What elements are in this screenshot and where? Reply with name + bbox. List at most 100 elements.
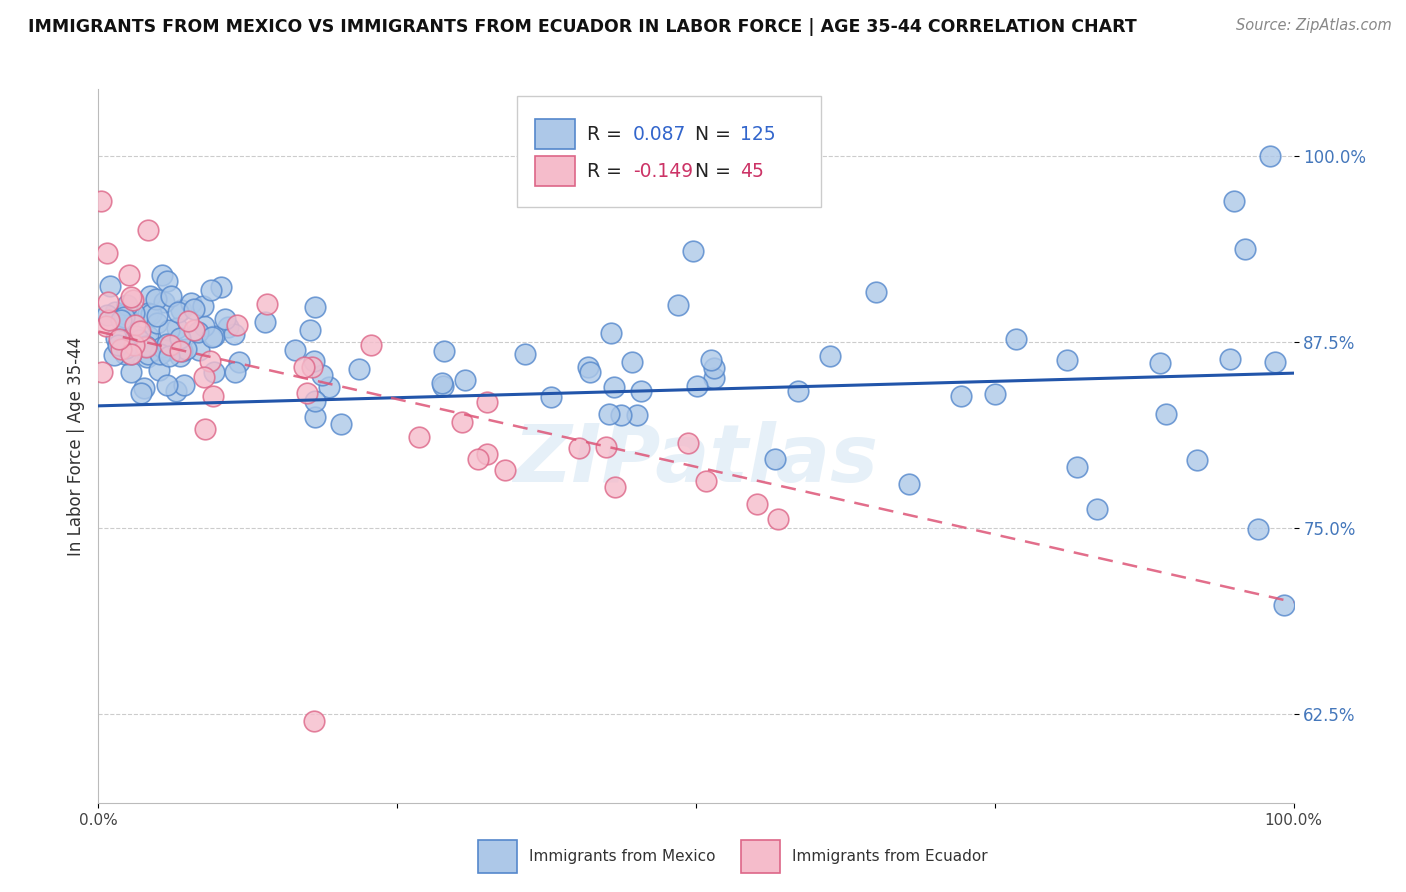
Point xyxy=(610,408,633,422)
Point xyxy=(145,292,167,306)
Point xyxy=(763,451,786,466)
Point xyxy=(201,389,224,403)
Point xyxy=(253,315,276,329)
FancyBboxPatch shape xyxy=(534,156,575,186)
Point xyxy=(136,334,159,348)
Text: R =: R = xyxy=(588,125,628,144)
Point xyxy=(599,326,621,340)
Point xyxy=(125,328,148,343)
Point xyxy=(103,348,125,362)
Text: Immigrants from Mexico: Immigrants from Mexico xyxy=(529,849,716,863)
Point xyxy=(1187,453,1209,467)
Point xyxy=(284,343,307,357)
Point xyxy=(94,318,117,333)
Point xyxy=(97,295,120,310)
Point xyxy=(180,296,202,310)
Point xyxy=(477,447,499,461)
Point xyxy=(494,463,516,477)
Point xyxy=(136,350,159,364)
Point xyxy=(200,283,222,297)
Point xyxy=(1246,522,1268,536)
Point xyxy=(124,318,146,333)
Point xyxy=(1085,501,1108,516)
Point xyxy=(114,347,136,361)
Point xyxy=(136,223,159,237)
Point xyxy=(1056,352,1078,367)
FancyBboxPatch shape xyxy=(534,120,575,149)
Point xyxy=(193,369,215,384)
Point xyxy=(118,336,141,351)
Point xyxy=(700,353,723,368)
Point xyxy=(96,308,118,322)
Point xyxy=(209,280,232,294)
FancyBboxPatch shape xyxy=(478,840,517,872)
Point xyxy=(174,343,197,357)
Point xyxy=(150,268,173,282)
Point xyxy=(224,365,246,379)
Point xyxy=(170,302,193,317)
Point xyxy=(108,332,131,346)
Point xyxy=(120,290,142,304)
Point xyxy=(1272,599,1295,613)
Point xyxy=(304,394,326,409)
Point xyxy=(152,295,174,310)
Point xyxy=(301,360,323,375)
Point xyxy=(169,344,191,359)
Point xyxy=(201,330,224,344)
Point xyxy=(131,386,153,401)
Point xyxy=(141,307,163,321)
Text: Immigrants from Ecuador: Immigrants from Ecuador xyxy=(792,849,987,863)
Point xyxy=(194,422,217,436)
Point xyxy=(156,343,179,358)
Point xyxy=(187,325,209,339)
Point xyxy=(432,379,454,393)
Point xyxy=(703,361,725,376)
Point xyxy=(98,279,121,293)
Point xyxy=(1219,351,1241,366)
Point xyxy=(454,373,477,387)
Point xyxy=(115,342,138,356)
Point xyxy=(156,337,179,351)
Point xyxy=(148,347,170,361)
Point xyxy=(136,306,159,320)
Point xyxy=(172,344,194,359)
Point xyxy=(302,354,325,368)
Point xyxy=(136,329,159,343)
Text: N =: N = xyxy=(695,125,737,144)
Point xyxy=(135,341,157,355)
Point xyxy=(676,435,699,450)
Text: IMMIGRANTS FROM MEXICO VS IMMIGRANTS FROM ECUADOR IN LABOR FORCE | AGE 35-44 COR: IMMIGRANTS FROM MEXICO VS IMMIGRANTS FRO… xyxy=(28,18,1137,36)
Point xyxy=(169,350,191,364)
Point xyxy=(110,312,132,326)
Point xyxy=(787,384,810,399)
Point xyxy=(347,362,370,376)
Point xyxy=(682,244,704,259)
Text: N =: N = xyxy=(695,161,737,181)
Point xyxy=(304,300,326,314)
Point xyxy=(576,360,599,375)
Text: 0.087: 0.087 xyxy=(633,125,686,144)
Point xyxy=(302,714,325,728)
Point xyxy=(122,333,145,347)
Point xyxy=(136,347,159,361)
Point xyxy=(188,343,211,357)
Point xyxy=(451,416,474,430)
Point xyxy=(311,368,333,382)
Point xyxy=(129,325,152,339)
Point xyxy=(115,298,138,312)
Point xyxy=(603,380,626,394)
Text: -0.149: -0.149 xyxy=(633,161,693,181)
Point xyxy=(193,318,215,333)
Point xyxy=(256,297,278,311)
Point xyxy=(1223,194,1246,208)
Point xyxy=(865,285,887,299)
Point xyxy=(159,323,181,337)
Text: Source: ZipAtlas.com: Source: ZipAtlas.com xyxy=(1236,18,1392,33)
Point xyxy=(595,440,617,454)
Point xyxy=(1264,354,1286,368)
Point xyxy=(156,274,179,288)
Point xyxy=(173,378,195,392)
Point xyxy=(685,378,707,392)
Point xyxy=(120,347,142,361)
Point xyxy=(1066,459,1088,474)
